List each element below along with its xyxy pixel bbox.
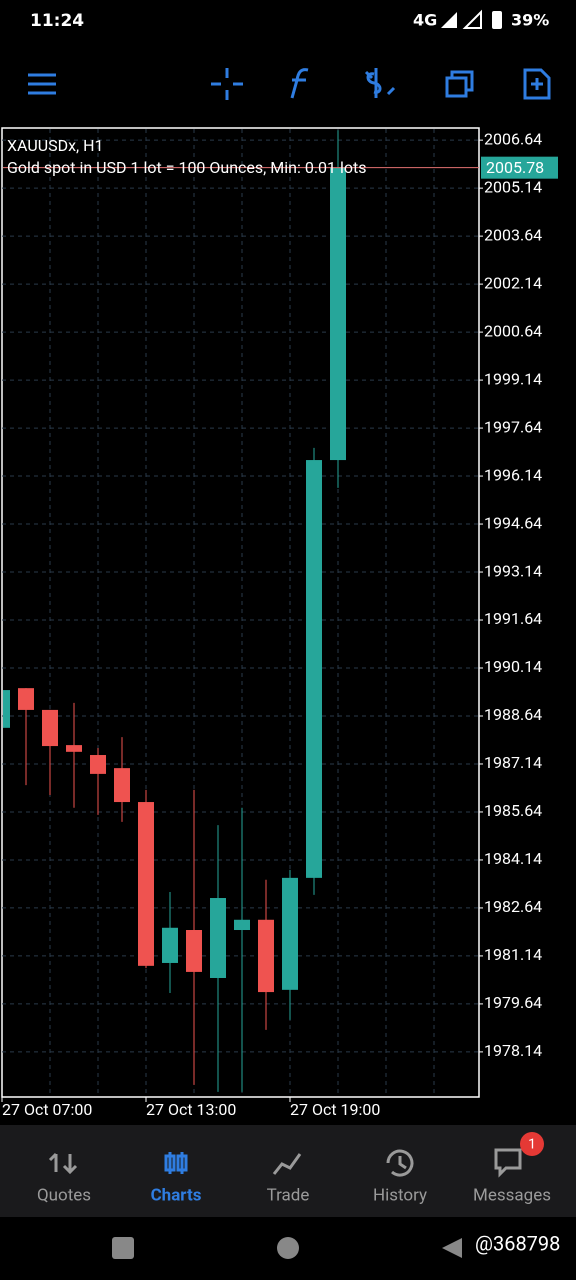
y-tick-label: 1996.14	[484, 465, 542, 484]
tab-label[interactable]: Charts	[151, 1185, 202, 1205]
trade-button[interactable]	[364, 68, 396, 98]
y-tick-label: 1990.14	[484, 657, 542, 676]
x-tick-label: 27 Oct 07:00	[2, 1100, 92, 1119]
current-price-label: 2005.78	[486, 158, 544, 177]
grid	[2, 139, 479, 1053]
axis: 2006.64 2005.14 2003.64 2002.14 2000.64 1999.…	[1, 129, 558, 1119]
candle-body	[258, 919, 274, 993]
candle-body	[18, 688, 34, 710]
y-tick-label: 1987.14	[484, 753, 542, 772]
bottom-nav	[0, 1125, 576, 1217]
candle-body	[42, 709, 58, 747]
candle-body	[186, 930, 202, 972]
tab-icon	[386, 1149, 414, 1177]
signal-icon	[462, 9, 482, 29]
y-tick-label: 1982.64	[484, 897, 542, 916]
y-tick-label: 1985.64	[484, 801, 542, 820]
y-tick-label: 2000.64	[484, 321, 542, 340]
y-tick-label: 1999.14	[484, 369, 542, 388]
y-tick-label: 1991.64	[484, 609, 542, 628]
candle-body	[3, 690, 10, 728]
candle-body	[138, 802, 154, 966]
tab-icon	[272, 1153, 302, 1175]
y-tick-label: 2003.64	[484, 225, 542, 244]
y-tick-label: 1981.14	[484, 945, 542, 964]
candle-body	[330, 167, 346, 461]
y-tick-label: 1978.14	[484, 1041, 542, 1060]
candle-body	[306, 460, 322, 878]
y-tick-label: 1979.64	[484, 993, 542, 1012]
candle-body	[162, 927, 178, 963]
y-tick-label: 1994.64	[484, 513, 542, 532]
candle-body	[234, 919, 250, 931]
back-button[interactable]	[442, 1238, 462, 1258]
tab-label[interactable]: Quotes	[37, 1185, 91, 1205]
y-tick-label: 1993.14	[484, 561, 542, 580]
status-battery: 39%	[511, 11, 549, 30]
y-tick-label: 1984.14	[484, 849, 542, 868]
indicator-button[interactable]	[290, 68, 309, 99]
windows-button[interactable]	[445, 70, 474, 98]
nav-tabs: Quotes Charts Trade History Messages	[37, 1148, 551, 1205]
chart-title: XAUUSDx, H1	[7, 136, 104, 155]
badge	[520, 1132, 544, 1156]
new-order-button[interactable]	[523, 68, 551, 100]
badge-count: 1	[528, 1137, 536, 1153]
candle-body	[210, 898, 226, 978]
tab-label[interactable]: Trade	[267, 1185, 310, 1205]
y-tick-label: 1997.64	[484, 417, 542, 436]
status-network: 4G	[413, 11, 437, 30]
candle-body	[282, 877, 298, 990]
y-tick-label: 2005.14	[484, 177, 542, 196]
signal-icon	[441, 12, 457, 28]
battery-icon	[492, 11, 502, 29]
chart-frame	[1, 127, 480, 1098]
tab-icon	[164, 1152, 188, 1174]
recents-button[interactable]	[112, 1237, 134, 1259]
candle-body	[90, 755, 106, 774]
x-tick-label: 27 Oct 13:00	[146, 1100, 236, 1119]
crosshair-button[interactable]	[211, 68, 243, 100]
menu-button[interactable]	[28, 73, 56, 95]
tab-icon	[494, 1148, 522, 1178]
candle-body	[114, 768, 130, 803]
x-tick-label: 27 Oct 19:00	[290, 1100, 380, 1119]
tab-icon	[48, 1152, 78, 1175]
y-tick-label: 2002.14	[484, 273, 542, 292]
y-tick-label: 1988.64	[484, 705, 542, 724]
watermark: @368798	[475, 1231, 560, 1255]
candles	[3, 130, 479, 1092]
y-tick-label: 2006.64	[484, 129, 542, 148]
tab-label[interactable]: History	[373, 1185, 427, 1205]
candle-body	[66, 745, 82, 752]
toolbar	[28, 68, 551, 100]
current-price-box	[481, 156, 558, 179]
status-time: 11:24	[30, 11, 84, 31]
home-button[interactable]	[277, 1237, 299, 1259]
tab-label[interactable]: Messages	[473, 1185, 551, 1205]
chart-subtitle: Gold spot in USD 1 lot = 100 Ounces, Min…	[7, 158, 367, 177]
